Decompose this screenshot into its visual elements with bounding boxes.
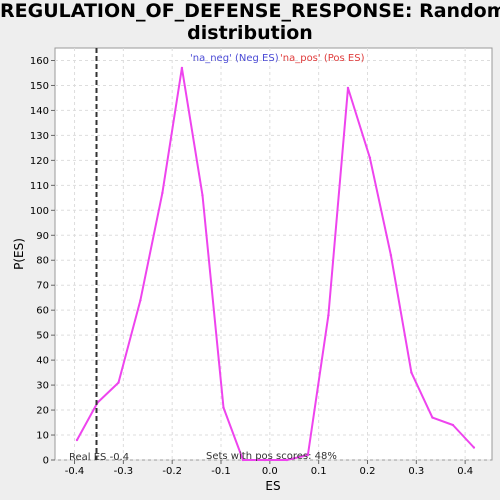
pos-scores-label: Sets with pos scores: 48% <box>206 451 337 462</box>
x-tick-label: 0.3 <box>408 466 424 477</box>
es-data-point <box>368 156 372 160</box>
legend-neg: 'na_neg' (Neg ES) <box>190 53 279 64</box>
y-tick-label: 40 <box>36 356 49 367</box>
x-tick-label: 0.2 <box>360 466 376 477</box>
x-tick-label: -0.1 <box>211 466 231 477</box>
es-data-point <box>75 438 79 442</box>
y-tick-label: 100 <box>30 206 49 217</box>
plot-area <box>54 47 493 461</box>
y-tick-label: 90 <box>36 231 49 242</box>
grid-layer <box>55 48 492 461</box>
series-layer <box>75 66 476 462</box>
y-tick-label: 30 <box>36 381 49 392</box>
es-data-point <box>139 298 142 302</box>
chart-title-line-2: distribution <box>187 22 313 44</box>
y-tick-label: 150 <box>30 81 49 92</box>
es-data-point <box>285 458 289 462</box>
real-es-label: Real ES -0.4 <box>69 452 129 463</box>
es-data-point <box>451 423 455 427</box>
es-distribution-line <box>76 67 475 461</box>
es-data-point <box>306 453 310 457</box>
legend-pos: 'na_pos' (Pos ES) <box>280 53 365 64</box>
x-tick-label: -0.2 <box>162 466 182 477</box>
y-tick-label: 140 <box>30 106 49 117</box>
axis-layer: 0 10 20 30 40 50 60 70 80 90 100 110 120 130 140 150 160… <box>30 56 473 477</box>
x-tick-label: -0.4 <box>65 466 85 477</box>
chart-title: REGULATION_OF_DEFENSE_RESPONSE: Random E… <box>0 0 500 44</box>
es-data-point <box>327 313 330 317</box>
chart-title-line-1: REGULATION_OF_DEFENSE_RESPONSE: Random E… <box>0 0 500 22</box>
es-data-point <box>161 191 164 195</box>
es-data-point <box>117 381 120 384</box>
x-tick-label: 0.4 <box>457 466 473 477</box>
es-data-point <box>180 66 184 70</box>
y-tick-label: 130 <box>30 131 49 142</box>
y-tick-label: 20 <box>36 406 49 417</box>
x-axis-label: ES <box>265 479 280 493</box>
y-tick-label: 80 <box>36 256 49 267</box>
es-data-point <box>263 458 267 462</box>
es-data-point <box>389 254 393 257</box>
es-data-point <box>241 458 245 462</box>
es-data-point <box>410 371 413 374</box>
x-tick-label: 0.1 <box>311 466 327 477</box>
es-data-point <box>222 406 225 409</box>
y-tick-label: 70 <box>36 281 49 292</box>
es-data-point <box>346 86 350 90</box>
y-axis-label: P(ES) <box>12 238 26 270</box>
y-tick-label: 50 <box>36 331 49 342</box>
y-tick-label: 160 <box>30 56 49 67</box>
es-data-point <box>472 446 476 449</box>
y-tick-label: 60 <box>36 306 49 317</box>
y-tick-label: 0 <box>43 456 49 467</box>
y-tick-label: 10 <box>36 431 49 442</box>
x-tick-label: 0.0 <box>262 466 278 477</box>
y-tick-label: 120 <box>30 156 49 167</box>
y-tick-label: 110 <box>30 181 49 192</box>
es-data-point <box>431 416 434 419</box>
x-tick-label: -0.3 <box>114 466 134 477</box>
es-data-point <box>201 194 204 197</box>
